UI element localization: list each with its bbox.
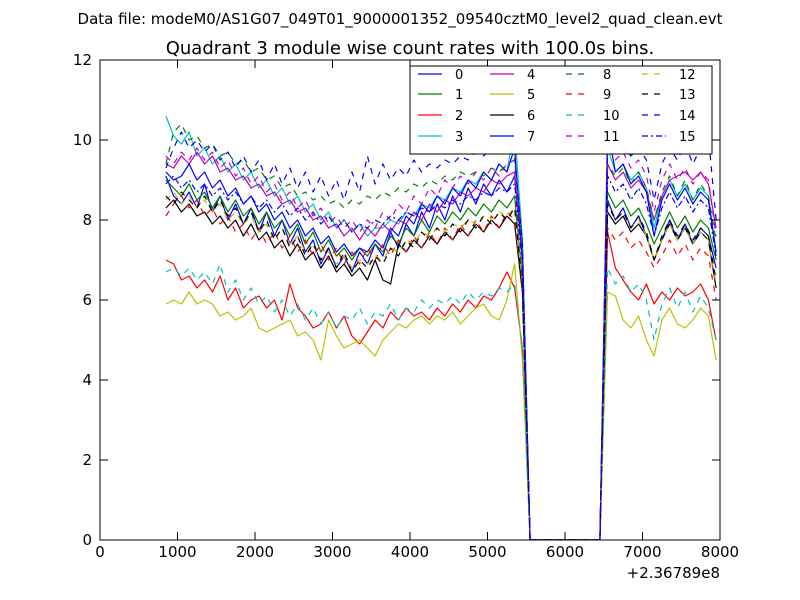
series-line-1 [165, 179, 717, 540]
series-line-6 [165, 199, 717, 540]
legend-label-8: 8 [603, 68, 611, 83]
legend-label-0: 0 [455, 68, 463, 83]
series-line-14 [165, 131, 717, 540]
series-line-15 [165, 175, 717, 540]
x-tick-label: 6000 [546, 543, 584, 561]
legend-frame [409, 65, 713, 155]
series-line-2 [165, 231, 717, 540]
legend-label-13: 13 [679, 88, 696, 103]
x-tick-label: 2000 [236, 543, 274, 561]
legend-label-6: 6 [527, 109, 535, 124]
legend-label-12: 12 [679, 68, 696, 83]
y-tick-label: 4 [82, 371, 92, 389]
series-line-9 [165, 195, 717, 540]
legend-label-15: 15 [679, 130, 696, 145]
x-tick-label: 5000 [468, 543, 506, 561]
x-axis-offset-label: +2.36789e8 [627, 564, 720, 582]
y-tick-label: 8 [82, 211, 92, 229]
x-axis: 0 1000 2000 3000 4000 5000 6000 7000 8000 [95, 60, 739, 561]
chart-suptitle: Data file: modeM0/AS1G07_049T01_90000013… [78, 10, 723, 29]
legend-label-14: 14 [679, 109, 696, 124]
series-line-8 [165, 123, 717, 540]
legend-label-4: 4 [527, 68, 535, 83]
y-tick-label: 0 [82, 531, 92, 549]
x-tick-label: 4000 [391, 543, 429, 561]
series-line-13 [165, 191, 717, 540]
y-tick-label: 6 [82, 291, 92, 309]
legend-label-9: 9 [603, 88, 611, 103]
series-line-4 [165, 151, 717, 540]
series-line-11 [165, 139, 717, 540]
series-line-5 [165, 263, 717, 540]
y-tick-label: 2 [82, 451, 92, 469]
x-tick-label: 7000 [623, 543, 661, 561]
legend-label-11: 11 [603, 130, 620, 145]
x-tick-label: 3000 [313, 543, 351, 561]
chart-title: Quadrant 3 module wise count rates with … [166, 38, 655, 59]
legend-label-5: 5 [527, 88, 535, 103]
legend-label-10: 10 [603, 109, 620, 124]
x-tick-label: 1000 [158, 543, 196, 561]
x-tick-label: 8000 [701, 543, 739, 561]
y-tick-label: 10 [73, 131, 92, 149]
y-tick-label: 12 [73, 51, 92, 69]
legend-label-7: 7 [527, 130, 535, 145]
x-tick-label: 0 [95, 543, 105, 561]
series-line-7 [165, 127, 717, 540]
legend-label-1: 1 [455, 88, 463, 103]
legend-label-2: 2 [455, 109, 463, 124]
series-layer [165, 115, 717, 540]
series-line-10 [165, 263, 717, 540]
legend-label-3: 3 [455, 130, 463, 145]
